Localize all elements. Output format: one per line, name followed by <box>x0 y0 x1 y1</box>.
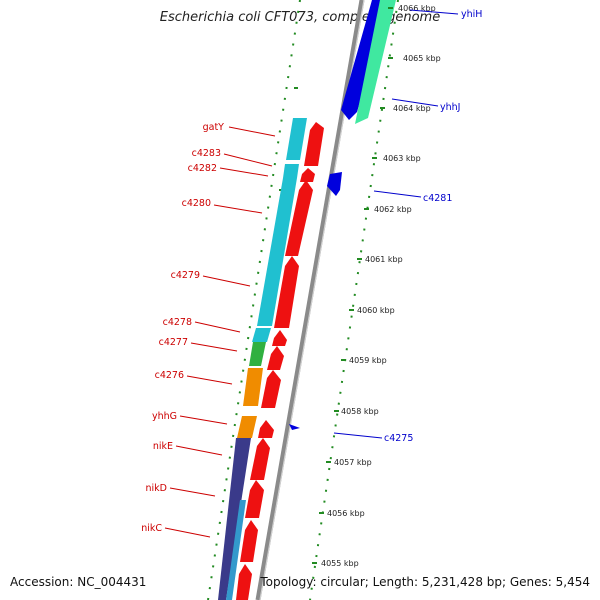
cog-gatY[interactable] <box>286 118 307 160</box>
ruler-label: 4063 kbp <box>383 154 421 163</box>
ruler-label: 4062 kbp <box>374 205 412 214</box>
leader-line <box>194 321 241 333</box>
ruler-label: 4057 kbp <box>334 458 372 467</box>
leader-line <box>179 415 228 425</box>
ruler-label: 4055 kbp <box>321 559 359 568</box>
ruler-label: 4060 kbp <box>357 306 395 315</box>
cds-next[interactable] <box>236 564 252 600</box>
gene-label-c4277[interactable]: c4277 <box>159 337 188 348</box>
leader-line <box>373 190 422 198</box>
leader-line <box>202 275 251 287</box>
ruler-label: 4065 kbp <box>403 54 441 63</box>
ruler-label: 4059 kbp <box>349 356 387 365</box>
leader-line <box>228 126 276 137</box>
right-gene-labels: yhiH yhhJ c4281 c4275 <box>333 9 482 444</box>
cog-yhiH[interactable] <box>355 0 396 124</box>
gene-label-c4279[interactable]: c4279 <box>171 270 200 281</box>
ruler-label: 4058 kbp <box>341 407 379 416</box>
cds-nikD[interactable] <box>245 480 264 518</box>
cog-c4278[interactable] <box>252 328 271 342</box>
leader-line <box>409 9 459 15</box>
gene-label-gatY[interactable]: gatY <box>203 122 225 133</box>
kbp-ruler: 4066 kbp 4065 kbp 4064 kbp 4063 kbp 4062… <box>312 4 441 568</box>
gene-label-c4275[interactable]: c4275 <box>384 433 413 444</box>
topology-text: Topology: circular; Length: 5,231,428 bp… <box>260 575 590 589</box>
ruler-label: 4061 kbp <box>365 255 403 264</box>
gene-label-yhiH[interactable]: yhiH <box>461 9 482 20</box>
cog-yhhG[interactable] <box>237 416 257 438</box>
cog-c4280[interactable] <box>257 178 297 326</box>
ruler-label: 4056 kbp <box>327 509 365 518</box>
cds-c4277[interactable] <box>267 346 284 370</box>
cds-nikC[interactable] <box>240 520 258 562</box>
leader-line <box>219 167 269 177</box>
ruler-label: 4066 kbp <box>398 4 436 13</box>
cds-yhhG[interactable] <box>258 420 274 438</box>
leader-line <box>190 342 238 352</box>
gene-label-c4278[interactable]: c4278 <box>163 317 192 328</box>
gene-label-c4276[interactable]: c4276 <box>155 370 184 381</box>
gene-label-c4282[interactable]: c4282 <box>188 163 217 174</box>
cog-c4283[interactable] <box>283 164 299 178</box>
cog-nik[interactable] <box>218 438 251 600</box>
cog-c4276[interactable] <box>243 368 263 406</box>
gene-label-c4280[interactable]: c4280 <box>182 198 211 209</box>
cog-nik-strip[interactable] <box>226 500 246 600</box>
leader-line <box>186 375 233 385</box>
ruler-label: 4064 kbp <box>393 104 431 113</box>
leader-line <box>223 153 273 167</box>
gene-label-c4281[interactable]: c4281 <box>423 193 452 204</box>
gene-label-c4283[interactable]: c4283 <box>192 148 221 159</box>
gene-label-nikC[interactable]: nikC <box>141 523 162 534</box>
leader-line <box>333 432 383 439</box>
cds-c4283[interactable] <box>300 168 315 182</box>
cds-c4275[interactable] <box>289 424 300 430</box>
leader-line <box>213 204 263 214</box>
cds-c4280[interactable] <box>285 180 313 256</box>
accession-text: Accession: NC_004431 <box>10 575 147 589</box>
gene-label-nikD[interactable]: nikD <box>146 483 167 494</box>
cds-c4279[interactable] <box>274 256 299 328</box>
leader-line <box>175 445 223 456</box>
gene-label-yhhG[interactable]: yhhG <box>152 411 177 422</box>
cds-gatY[interactable] <box>304 122 324 166</box>
leader-line <box>169 487 216 497</box>
cds-c4276[interactable] <box>261 370 281 408</box>
cds-c4278[interactable] <box>272 330 287 346</box>
leader-line <box>391 98 439 107</box>
gene-label-nikE[interactable]: nikE <box>153 441 173 452</box>
cds-nikE[interactable] <box>250 438 270 480</box>
cds-c4281[interactable] <box>327 172 342 196</box>
gene-label-yhhJ[interactable]: yhhJ <box>440 102 460 113</box>
cog-c4277[interactable] <box>249 342 266 366</box>
left-gene-labels: gatY c4283 c4282 c4280 c4279 c4278 c4277… <box>141 122 276 538</box>
leader-line <box>164 527 211 538</box>
